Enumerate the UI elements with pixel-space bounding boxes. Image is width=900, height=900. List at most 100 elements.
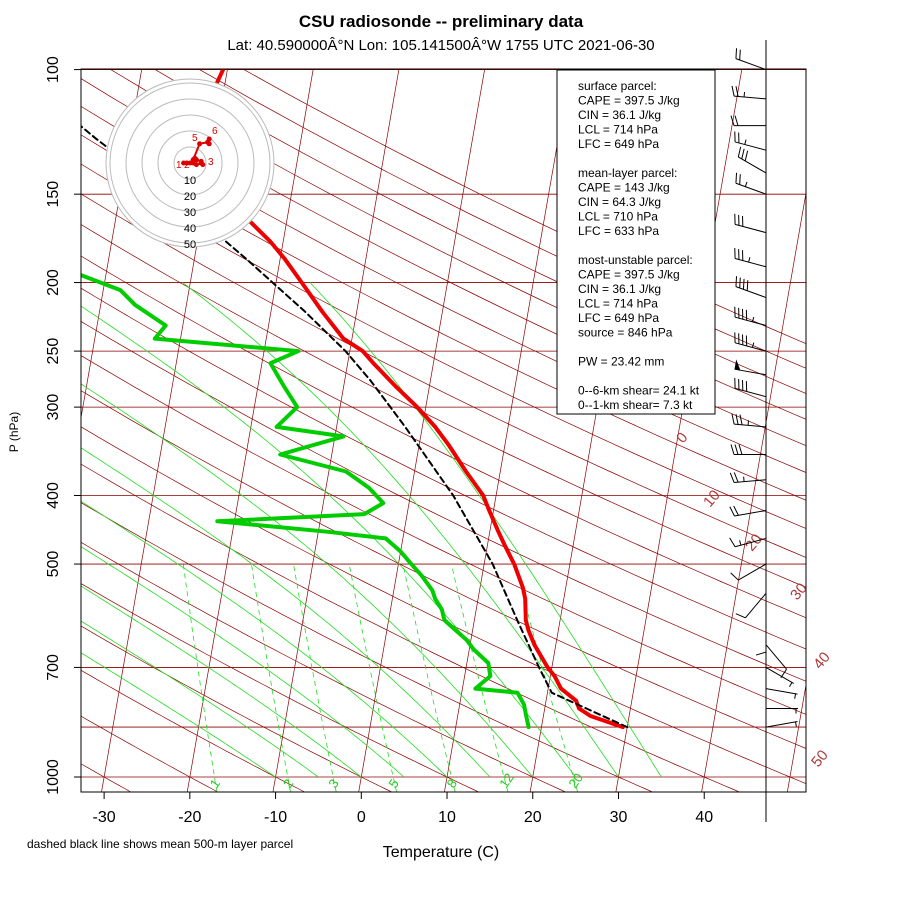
wind-barb-shaft <box>765 666 794 684</box>
wind-barb-full <box>729 537 736 547</box>
wind-barb-full <box>729 472 735 483</box>
wind-barb-full <box>729 506 735 517</box>
plot-frame <box>80 68 807 793</box>
x-axis-label: Temperature (C) <box>383 844 499 861</box>
wind-barb-shaft <box>734 537 767 548</box>
dry-adiabat-line <box>81 163 806 529</box>
hodograph-ring-label: 40 <box>184 223 196 235</box>
wind-barb-full <box>746 280 749 291</box>
dewpoint-line <box>81 272 531 730</box>
info-line: LCL = 714 hPa <box>578 297 658 311</box>
wind-barb-full <box>742 278 745 290</box>
info-line: mean-layer parcel: <box>578 166 677 180</box>
wind-barb-shaft <box>735 182 767 195</box>
hodograph-ring <box>157 130 223 196</box>
wind-barb-full <box>730 572 739 581</box>
wind-barb-full <box>735 276 738 287</box>
mixing-ratio-line <box>348 564 397 792</box>
hodograph-ring <box>141 114 239 212</box>
hodograph-ring <box>109 82 271 244</box>
info-line: LFC = 649 hPa <box>578 311 659 325</box>
isotherm-line <box>615 69 743 792</box>
dry-adiabat-line <box>81 355 806 715</box>
wind-barb-shaft <box>765 721 798 728</box>
dry-adiabat-line <box>199 69 806 369</box>
x-tick-label: 10 <box>438 809 456 826</box>
hodograph-point <box>197 141 203 147</box>
isotherm-line <box>786 682 806 792</box>
moist-adiabat-line <box>81 546 405 778</box>
y-axis: 100 150 200 250 300 400 500 700 1000 <box>45 56 81 795</box>
theta-label: 10 <box>700 487 724 511</box>
info-line: LFC = 633 hPa <box>578 224 659 238</box>
dry-adiabat-line <box>81 463 740 792</box>
moist-adiabat-line <box>81 652 276 778</box>
dry-adiabat-line <box>81 255 806 619</box>
wind-profile <box>729 40 798 822</box>
wind-barb-full <box>731 85 735 97</box>
moist-adiabat-line <box>81 585 362 778</box>
wind-barb-full <box>735 86 739 97</box>
mixing-ratio-line <box>402 564 456 792</box>
y-tick-label: 300 <box>45 394 62 421</box>
wind-barb-shaft <box>734 342 767 352</box>
chart-title: CSU radiosonde -- preliminary data <box>299 12 584 31</box>
info-line: CIN = 64.3 J/kg <box>578 195 661 209</box>
hodograph-ring-label: 10 <box>184 175 196 187</box>
wind-barb-full <box>735 613 746 619</box>
info-line: 0--6-km shear= 24.1 kt <box>578 384 700 398</box>
isotherm-line <box>873 70 900 792</box>
hodograph-ring-label: 30 <box>184 207 196 219</box>
hodograph-point-label: 1 <box>176 160 182 171</box>
wind-barb-half <box>751 316 755 322</box>
dry-adiabat-lines <box>81 69 806 792</box>
wind-barb-full <box>755 651 767 656</box>
footnote: dashed black line shows mean 500-m layer… <box>27 837 293 851</box>
info-line: LCL = 714 hPa <box>578 123 658 137</box>
hodograph-ring-label: 20 <box>184 191 196 203</box>
moist-adiabat-line <box>81 447 491 778</box>
wind-barb-half <box>748 257 751 263</box>
dry-adiabat-line <box>81 625 392 792</box>
dry-adiabat-line <box>81 715 218 792</box>
wind-barb-half <box>751 342 755 348</box>
wind-barb-half <box>789 682 793 688</box>
dry-adiabat-line <box>154 69 806 394</box>
moist-adiabat-lines <box>81 282 662 778</box>
wind-barb-half <box>744 139 747 145</box>
dry-adiabat-line <box>81 287 806 650</box>
x-tick-label: -30 <box>93 809 116 826</box>
wind-barb-full <box>730 115 735 126</box>
y-tick-label: 150 <box>45 181 62 208</box>
moist-adiabat-line <box>81 500 448 778</box>
wind-barb-shaft <box>734 258 767 268</box>
wind-barb-shaft <box>734 95 767 100</box>
isotherm-line <box>444 69 571 792</box>
wind-barb-shaft <box>745 593 767 619</box>
hodograph-point-label: 3 <box>208 157 214 168</box>
info-line: 0--1-km shear= 7.3 kt <box>578 398 693 412</box>
y-tick-label: 1000 <box>45 759 62 795</box>
mixing-ratio-label: 12 <box>496 770 517 790</box>
y-tick-label: 100 <box>45 56 62 83</box>
wind-barb-full <box>735 48 738 59</box>
hodograph-point <box>193 162 199 168</box>
mixing-ratio-line <box>451 564 509 792</box>
info-line: most-unstable parcel: <box>578 253 693 267</box>
wind-barb-full <box>739 414 743 425</box>
isotherm-line <box>186 69 314 792</box>
moist-adiabat-line <box>81 620 319 778</box>
wind-barb-shaft <box>738 156 767 174</box>
wind-barbs <box>729 48 798 728</box>
y-tick-label: 700 <box>45 654 62 681</box>
y-axis-label: P (hPa) <box>7 412 21 452</box>
wind-barb-full <box>730 444 735 455</box>
wind-barb-shaft <box>735 286 767 299</box>
wind-barb-half <box>794 693 797 699</box>
wind-barb-full <box>731 413 735 425</box>
hodograph-ring <box>125 98 255 228</box>
mixing-ratio-label: 20 <box>565 770 586 790</box>
